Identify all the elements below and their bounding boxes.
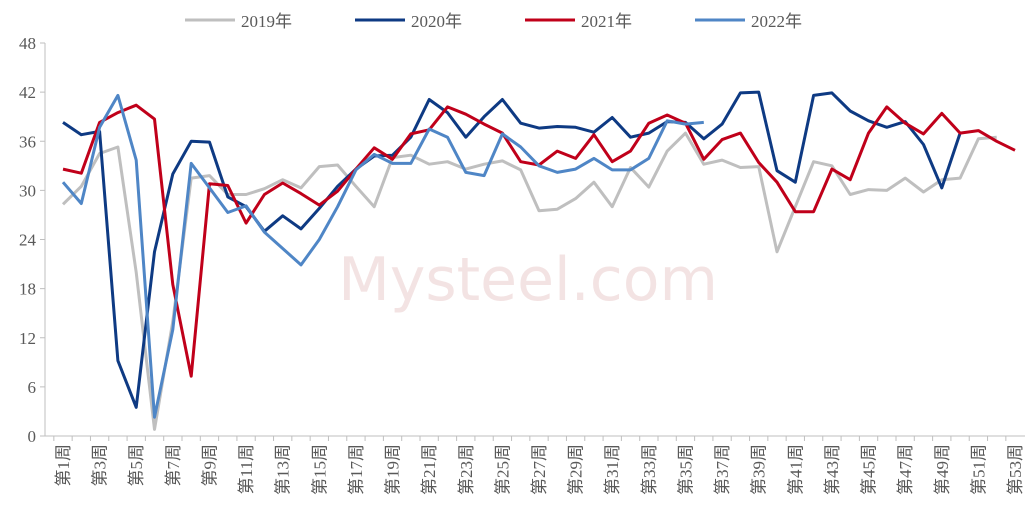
series-line — [61, 93, 704, 419]
x-tick-label: 第51周 — [969, 444, 988, 495]
y-tick-label: 42 — [19, 83, 36, 102]
x-tick-label: 第31周 — [603, 444, 622, 495]
x-tick-label: 第13周 — [274, 444, 293, 495]
x-tick-label: 第41周 — [786, 444, 805, 495]
x-tick-label: 第37周 — [713, 444, 732, 495]
x-tick-label: 第15周 — [310, 444, 329, 495]
x-tick-label: 第25周 — [493, 444, 512, 495]
watermark: Mysteel.com — [338, 245, 718, 315]
x-tick-label: 第27周 — [530, 444, 549, 495]
legend-label: 2020年 — [411, 12, 462, 31]
x-tick-label: 第29周 — [567, 444, 586, 495]
y-tick-label: 12 — [19, 329, 36, 348]
x-tick-label: 第35周 — [676, 444, 695, 495]
y-tick-label: 48 — [19, 34, 36, 53]
y-tick-label: 0 — [28, 427, 37, 446]
legend-label: 2021年 — [581, 12, 632, 31]
x-tick-label: 第47周 — [896, 444, 915, 495]
x-tick-label: 第23周 — [457, 444, 476, 495]
legend-label: 2019年 — [241, 12, 292, 31]
x-tick-label: 第19周 — [384, 444, 403, 495]
x-tick-label: 第17周 — [347, 444, 366, 495]
x-tick-label: 第5周 — [127, 444, 146, 487]
x-tick-label: 第9周 — [200, 444, 219, 487]
y-tick-label: 24 — [19, 231, 37, 250]
x-tick-label: 第43周 — [823, 444, 842, 495]
y-tick-label: 30 — [19, 181, 36, 200]
y-tick-label: 36 — [19, 132, 36, 151]
x-tick-label: 第45周 — [860, 444, 879, 495]
x-tick-label: 第7周 — [164, 444, 183, 487]
legend-label: 2022年 — [751, 12, 802, 31]
x-tick-label: 第3周 — [91, 444, 110, 487]
x-tick-label: 第33周 — [640, 444, 659, 495]
x-tick-label: 第1周 — [54, 444, 73, 487]
x-tick-label: 第11周 — [237, 444, 256, 494]
x-tick-label: 第49周 — [933, 444, 952, 495]
series-line — [62, 103, 1016, 378]
series-line — [62, 90, 962, 409]
x-tick-label: 第39周 — [750, 444, 769, 495]
y-tick-label: 6 — [28, 378, 37, 397]
x-tick-label: 第53周 — [1006, 444, 1025, 495]
x-tick-label: 第21周 — [420, 444, 439, 495]
y-tick-label: 18 — [19, 280, 36, 299]
